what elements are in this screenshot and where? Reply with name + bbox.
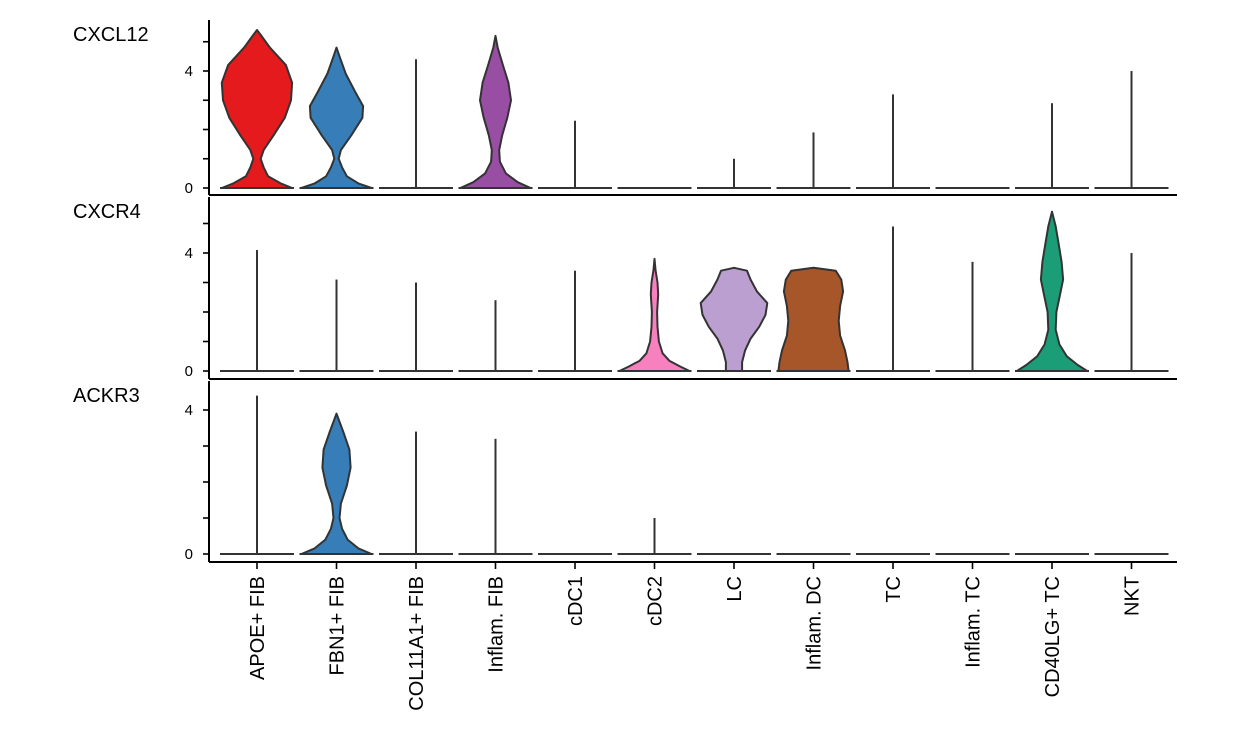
x-tick-label: APOE+ FIB bbox=[247, 576, 269, 680]
gene-label-cxcl12: CXCL12 bbox=[73, 24, 149, 46]
violin-cdc2 bbox=[618, 257, 691, 372]
y-tick-label: 4 bbox=[185, 63, 193, 80]
gene-label-cxcr4: CXCR4 bbox=[73, 201, 141, 223]
x-tick-label: cDC2 bbox=[645, 576, 667, 626]
x-tick-label: Inflam. FIB bbox=[486, 576, 508, 673]
y-tick-label: 0 bbox=[185, 180, 193, 197]
gene-label-ackr3: ACKR3 bbox=[73, 385, 140, 407]
violin-fbn1-fib bbox=[300, 46, 373, 189]
violin-lc bbox=[699, 266, 769, 372]
x-tick-label: TC bbox=[883, 576, 905, 603]
panel-ackr3: 0 4 ACKR3 bbox=[73, 381, 1177, 563]
violin-inflam-dc bbox=[777, 266, 850, 372]
violin-fbn1-fib bbox=[300, 412, 373, 555]
violin-inflam-fib bbox=[459, 34, 532, 189]
y-tick-label: 0 bbox=[185, 363, 193, 380]
panel-cxcl12: 0 4 CXCL12 bbox=[73, 20, 1177, 197]
x-tick-label: Inflam. TC bbox=[963, 576, 985, 668]
y-tick-label: 4 bbox=[185, 245, 193, 262]
x-tick-label: CD40LG+ TC bbox=[1042, 576, 1064, 697]
y-tick-label: 0 bbox=[185, 546, 193, 563]
x-tick-label: NKT bbox=[1122, 576, 1144, 616]
x-tick-label: FBN1+ FIB bbox=[327, 576, 349, 675]
x-tick-label: Inflam. DC bbox=[804, 576, 826, 670]
panel-cxcr4: 0 4 CXCR4 bbox=[73, 197, 1177, 380]
x-tick-label: COL11A1+ FIB bbox=[406, 576, 428, 711]
x-tick-label: cDC1 bbox=[565, 576, 587, 626]
y-tick-label: 4 bbox=[185, 402, 193, 419]
violin-cd40lg-tc bbox=[1015, 210, 1089, 372]
x-tick-label: LC bbox=[724, 576, 746, 602]
violin-apoe-fib bbox=[220, 29, 294, 189]
